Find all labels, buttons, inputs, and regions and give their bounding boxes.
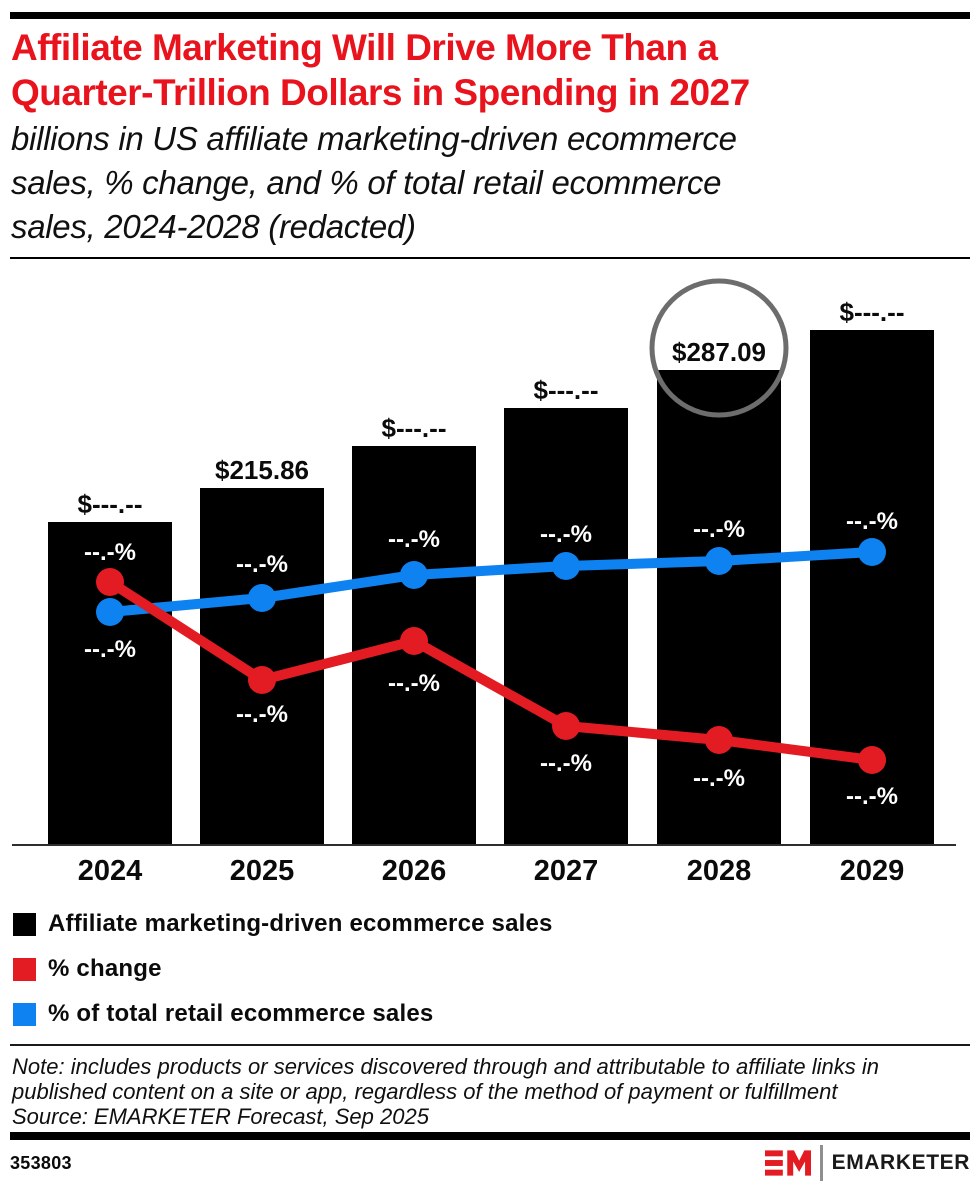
pct-change-point-2026	[400, 627, 428, 655]
bar-value-label-2029: $---.--	[840, 297, 905, 327]
pct-change-point-2029	[858, 746, 886, 774]
share-point-2026	[400, 561, 428, 589]
bar-value-label-2028: $287.09	[672, 337, 766, 367]
brand-lockup: EMARKETER	[764, 1145, 970, 1181]
chart-title-line2: Quarter-Trillion Dollars in Spending in …	[11, 72, 750, 113]
share-line	[109, 547, 873, 617]
year-label-2027: 2027	[534, 855, 599, 887]
share-label-2029: --.-%	[846, 508, 898, 535]
legend-item-share: % of total retail ecommerce sales	[13, 1000, 553, 1028]
bar-value-label-2027: $---.--	[534, 375, 599, 405]
chart-subtitle: billions in US affiliate marketing-drive…	[11, 117, 737, 249]
share-point-2027	[552, 552, 580, 580]
highlight-circle	[649, 278, 789, 418]
pct-change-point-2028	[705, 726, 733, 754]
legend-item-bars: Affiliate marketing-driven ecommerce sal…	[13, 910, 553, 938]
top-accent-bar	[10, 12, 970, 19]
pct-change-label-2024: --.-%	[84, 539, 136, 566]
share-point-2028	[705, 547, 733, 575]
pct-change-line	[107, 577, 873, 765]
header-divider	[10, 257, 970, 259]
legend-label-pct-change: % change	[48, 955, 162, 982]
pct-change-label-2026: --.-%	[388, 670, 440, 697]
chart-title-line1: Affiliate Marketing Will Drive More Than…	[11, 27, 718, 68]
bar-2027	[504, 408, 628, 845]
year-label-2024: 2024	[78, 855, 143, 887]
source-line: Source: EMARKETER Forecast, Sep 2025	[12, 1104, 429, 1129]
pct-change-label-2025: --.-%	[236, 701, 288, 728]
footer: 353803 EMARKETER	[10, 1145, 970, 1181]
pct-change-point-2024	[96, 568, 124, 596]
legend-swatch-black	[13, 912, 36, 936]
note-block: Note: includes products or services disc…	[12, 1054, 879, 1129]
share-label-2024: --.-%	[84, 636, 136, 663]
legend-label-bars: Affiliate marketing-driven ecommerce sal…	[48, 910, 553, 937]
note-line1: Note: includes products or services disc…	[12, 1054, 880, 1079]
legend-item-pct-change: % change	[13, 955, 553, 983]
share-label-2026: --.-%	[388, 526, 440, 553]
year-label-2028: 2028	[687, 855, 752, 887]
chart-canvas: $---.-- --.-% --.-% 2024 $215.86 --.-% --.-% 20…	[12, 278, 956, 887]
brand-separator	[819, 1145, 823, 1181]
share-point-2024	[96, 598, 124, 626]
note-divider	[10, 1044, 970, 1046]
chart-subtitle-line1: billions in US affiliate marketing-drive…	[11, 120, 737, 157]
note-line2: published content on a site or app, rega…	[12, 1079, 838, 1104]
year-label-2026: 2026	[382, 855, 447, 887]
legend-swatch-blue	[13, 1002, 36, 1026]
bar-value-label-2025: $215.86	[215, 455, 309, 485]
brand-name: EMARKETER	[831, 1151, 970, 1174]
bottom-accent-bar	[10, 1132, 970, 1140]
pct-change-label-2027: --.-%	[540, 750, 592, 777]
chart-id: 353803	[10, 1152, 72, 1173]
share-point-2025	[248, 584, 276, 612]
chart-title: Affiliate Marketing Will Drive More Than…	[11, 25, 750, 115]
share-label-2027: --.-%	[540, 521, 592, 548]
chart-subtitle-line3: sales, 2024-2028 (redacted)	[11, 208, 416, 245]
share-label-2028: --.-%	[693, 516, 745, 543]
year-label-2025: 2025	[230, 855, 295, 887]
bar-value-label-2024: $---.--	[78, 489, 143, 519]
pct-change-label-2029: --.-%	[846, 783, 898, 810]
pct-change-label-2028: --.-%	[693, 765, 745, 792]
emarketer-logo-icon	[764, 1150, 811, 1176]
year-label-2029: 2029	[840, 855, 905, 887]
legend: Affiliate marketing-driven ecommerce sal…	[13, 910, 553, 1045]
pct-change-point-2025	[248, 666, 276, 694]
chart-subtitle-line2: sales, % change, and % of total retail e…	[11, 164, 722, 201]
share-point-2029	[858, 538, 886, 566]
pct-change-point-2027	[552, 712, 580, 740]
legend-swatch-red	[13, 957, 36, 981]
bar-value-label-2026: $---.--	[382, 413, 447, 443]
bar-2028	[657, 370, 781, 845]
legend-label-share: % of total retail ecommerce sales	[48, 1000, 434, 1027]
share-label-2025: --.-%	[236, 551, 288, 578]
